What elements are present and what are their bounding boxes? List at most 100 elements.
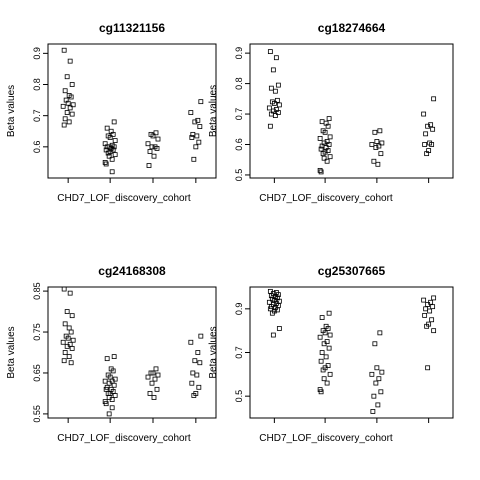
panel-2: cg24168308 0.55 0.65 0.75 0.85 Beta values CHD… <box>6 264 217 444</box>
y-tick-label: 0.7 <box>234 108 244 121</box>
data-point <box>153 130 159 136</box>
data-point <box>325 148 331 153</box>
data-point <box>198 333 204 339</box>
data-point <box>327 371 333 377</box>
data-point <box>62 116 68 122</box>
plot-frame <box>47 43 217 179</box>
data-point <box>64 110 70 115</box>
x-axis-label: CHD7_LOF_discovery_cohort <box>57 193 191 204</box>
data-point <box>197 124 203 129</box>
data-point <box>267 49 273 55</box>
data-point <box>60 339 66 345</box>
data-point <box>68 329 74 335</box>
y-tick-label: 0.9 <box>234 47 244 60</box>
y-tick-label: 0.55 <box>32 405 42 423</box>
y-axis-label: Beta values <box>6 85 17 137</box>
y-axis-label: Beta values <box>208 326 219 378</box>
y-tick-label: 0.9 <box>32 47 42 60</box>
data-point <box>421 111 427 117</box>
data-point <box>276 326 282 331</box>
data-point <box>69 82 75 87</box>
data-point <box>374 139 380 144</box>
data-point <box>198 99 204 105</box>
data-point <box>317 136 323 141</box>
data-point <box>271 100 277 106</box>
data-point <box>378 389 384 395</box>
data-point <box>188 339 194 345</box>
data-point <box>190 370 196 376</box>
data-point <box>423 131 429 137</box>
data-point <box>423 306 429 312</box>
data-point <box>111 382 117 388</box>
data-point <box>326 116 332 122</box>
data-point <box>64 309 70 314</box>
data-point <box>67 58 73 64</box>
data-point <box>324 380 330 386</box>
data-point <box>64 74 70 80</box>
data-point <box>318 169 324 175</box>
y-tick-label: 0.6 <box>32 141 42 154</box>
data-point <box>103 161 109 167</box>
data-point <box>321 376 327 382</box>
data-point <box>66 354 72 359</box>
data-point <box>192 119 198 125</box>
data-point <box>320 367 326 373</box>
data-point <box>149 380 155 386</box>
data-point <box>60 103 66 109</box>
data-point <box>194 133 200 139</box>
data-point <box>66 119 72 125</box>
data-point <box>372 341 378 347</box>
data-point <box>191 156 197 162</box>
data-point <box>189 135 195 140</box>
data-point <box>371 393 377 399</box>
data-point <box>379 140 385 146</box>
data-point <box>145 141 151 147</box>
data-point <box>66 325 72 331</box>
data-point <box>379 369 385 375</box>
x-axis-label: CHD7_LOF_discovery_cohort <box>259 193 393 204</box>
x-axis-label: CHD7_LOF_discovery_cohort <box>259 433 393 444</box>
panel-title: cg11321156 <box>99 21 165 35</box>
y-tick-label: 0.8 <box>32 78 42 91</box>
data-point <box>424 323 430 329</box>
data-point <box>318 358 324 364</box>
data-point <box>62 88 68 94</box>
data-point <box>317 167 323 173</box>
data-point <box>147 149 153 154</box>
data-point <box>195 350 201 355</box>
data-point <box>431 328 437 334</box>
data-point <box>377 128 383 134</box>
data-point <box>68 360 74 366</box>
data-point <box>430 126 436 132</box>
data-point <box>321 155 327 161</box>
data-point <box>372 129 378 135</box>
data-point <box>327 134 333 140</box>
data-point <box>272 113 278 118</box>
data-point <box>151 153 157 159</box>
data-point <box>273 55 279 61</box>
data-point <box>317 334 323 340</box>
data-point <box>149 144 155 150</box>
data-point <box>268 85 274 91</box>
data-point <box>151 395 157 400</box>
data-point <box>376 143 382 149</box>
data-point <box>102 160 108 165</box>
data-point <box>318 146 324 152</box>
data-point <box>112 138 118 144</box>
y-tick-label: 0.6 <box>234 138 244 151</box>
data-point <box>421 297 427 303</box>
data-point <box>320 151 326 157</box>
panel-title: cg18274664 <box>318 21 386 35</box>
data-point <box>192 358 198 364</box>
data-point <box>196 139 202 145</box>
data-point <box>275 82 281 88</box>
data-point <box>110 131 116 137</box>
data-point <box>188 110 194 115</box>
data-point <box>193 144 199 150</box>
y-tick-label: 0.85 <box>32 282 42 300</box>
data-point <box>274 97 280 103</box>
data-point <box>371 158 377 164</box>
data-point <box>105 150 111 156</box>
data-point <box>376 376 382 382</box>
data-point <box>269 310 275 316</box>
